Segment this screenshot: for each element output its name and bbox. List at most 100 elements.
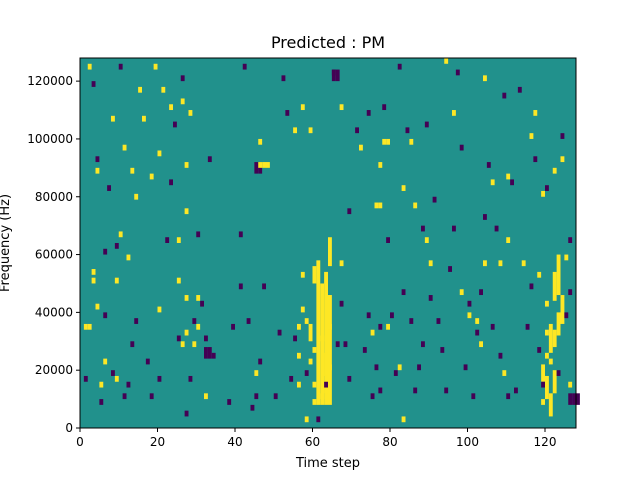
- heatmap-cell-high: [428, 260, 433, 267]
- heatmap-cell-high: [312, 347, 317, 353]
- heatmap-cell-low: [250, 404, 255, 411]
- chart-title: Predicted : PM: [271, 33, 385, 52]
- heatmap-cell-low: [289, 375, 294, 382]
- heatmap-cell-low: [576, 393, 580, 405]
- heatmap-cell-low: [304, 370, 309, 376]
- y-tick-label: 120000: [27, 74, 73, 88]
- heatmap-cell-high: [87, 323, 92, 330]
- heatmap-cell-high: [297, 323, 301, 330]
- heatmap-cell-low: [502, 92, 507, 99]
- y-axis: 0 20000 40000 60000 80000 100000 120000: [27, 74, 80, 435]
- heatmap-cell-high: [545, 375, 549, 400]
- heatmap-cell-high: [324, 352, 328, 376]
- heatmap-cell-low: [273, 393, 278, 400]
- heatmap-cell-high: [262, 162, 266, 168]
- heatmap-cell-low: [324, 381, 328, 388]
- heatmap-cell-low: [564, 312, 569, 319]
- heatmap-cell-high: [459, 289, 464, 296]
- heatmap-cell-high: [196, 295, 201, 301]
- heatmap-cell-low: [192, 318, 197, 324]
- heatmap-cell-low: [568, 237, 573, 243]
- heatmap-cell-high: [149, 173, 154, 180]
- heatmap-cell-high: [142, 115, 146, 122]
- heatmap-cell-low: [91, 81, 96, 87]
- x-tick-label: 80: [382, 435, 397, 449]
- heatmap-cell-high: [176, 237, 181, 243]
- heatmap-cell-low: [486, 162, 491, 168]
- heatmap-cell-high: [537, 271, 542, 278]
- heatmap-cell-low: [444, 387, 449, 394]
- heatmap-cell-high: [386, 138, 390, 145]
- heatmap-cell-low: [107, 185, 111, 191]
- heatmap-cell-low: [401, 289, 406, 296]
- heatmap-cell-high: [490, 179, 495, 186]
- heatmap-cell-high: [382, 138, 387, 145]
- x-tick-label: 60: [305, 435, 320, 449]
- x-axis-label: Time step: [295, 456, 360, 471]
- heatmap-cell-low: [370, 393, 375, 400]
- heatmap-cell-low: [157, 375, 162, 382]
- heatmap-cell-low: [537, 347, 542, 353]
- heatmap-cell-low: [95, 156, 100, 163]
- y-tick-label: 0: [65, 421, 73, 435]
- heatmap-cell-high: [204, 393, 208, 400]
- heatmap-cell-low: [184, 410, 189, 417]
- heatmap-cell-high: [401, 185, 406, 191]
- heatmap-cell-low: [176, 335, 181, 342]
- heatmap-cell-low: [114, 243, 119, 249]
- heatmap-cell-high: [312, 399, 317, 405]
- heatmap-cell-low: [568, 289, 573, 296]
- heatmap-cell-low: [188, 375, 193, 382]
- heatmap-cell-high: [413, 202, 418, 209]
- heatmap-cell-high: [339, 104, 344, 111]
- heatmap-cell-low: [390, 312, 394, 319]
- heatmap-cell-high: [506, 173, 511, 180]
- heatmap-cell-high: [130, 167, 135, 174]
- y-tick-label: 20000: [35, 363, 73, 377]
- heatmap-cell-low: [436, 318, 441, 324]
- heatmap-cell-high: [300, 306, 305, 313]
- heatmap-cell-low: [130, 341, 135, 348]
- heatmap-cell-low: [471, 393, 476, 400]
- heatmap-cell-high: [339, 260, 344, 267]
- heatmap-cell-low: [378, 323, 383, 330]
- heatmap-cell-high: [401, 416, 406, 423]
- x-tick-label: 40: [227, 435, 242, 449]
- heatmap-cell-high: [560, 295, 565, 324]
- heatmap-cell-high: [397, 364, 402, 371]
- heatmap-cell-low: [293, 335, 297, 342]
- heatmap-cell-low: [196, 231, 201, 238]
- heatmap-cell-high: [467, 312, 472, 319]
- heatmap-cell-high: [548, 393, 553, 417]
- y-tick-label: 40000: [35, 305, 73, 319]
- heatmap-cell-high: [254, 370, 259, 376]
- heatmap-cell-high: [258, 138, 263, 145]
- heatmap-cell-low: [421, 225, 425, 232]
- heatmap-cell-high: [533, 110, 538, 116]
- heatmap-cell-high: [328, 364, 332, 371]
- heatmap-cell-low: [529, 283, 534, 290]
- heatmap-cell-low: [525, 323, 530, 330]
- heatmap-cell-low: [207, 156, 212, 163]
- heatmap-cell-high: [304, 416, 309, 423]
- heatmap-cell-low: [428, 295, 433, 301]
- heatmap-cell-low: [355, 127, 359, 134]
- heatmap-cell-high: [506, 237, 511, 243]
- heatmap-cell-low: [238, 283, 243, 290]
- heatmap-cell-high: [324, 387, 328, 394]
- heatmap-cell-high: [180, 341, 185, 348]
- heatmap-cell-high: [548, 323, 553, 353]
- heatmap-cell-high: [541, 364, 545, 382]
- heatmap-cell-high: [308, 323, 313, 342]
- heatmap-cell-high: [328, 323, 332, 330]
- heatmap-cell-low: [432, 196, 437, 203]
- x-tick-label: 120: [534, 435, 557, 449]
- heatmap-cell-high: [370, 329, 375, 336]
- heatmap-cell-low: [207, 347, 212, 359]
- heatmap-cell-low: [211, 352, 216, 359]
- heatmap-cell-high: [184, 329, 189, 336]
- heatmap-cell-high: [328, 237, 332, 267]
- heatmap-cell-low: [242, 63, 247, 70]
- heatmap-cell-low: [424, 121, 429, 128]
